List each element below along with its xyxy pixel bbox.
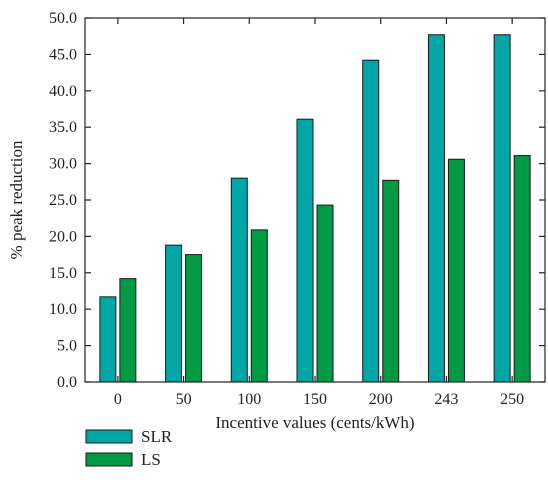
bar-slr-250 [493, 34, 511, 383]
y-tick-label: 45.0 [49, 46, 77, 63]
y-tick-label: 40.0 [49, 83, 77, 100]
bar-ls-100 [250, 229, 268, 383]
legend-label-ls: LS [141, 450, 161, 469]
x-tick-label: 243 [434, 391, 458, 408]
bar-slr-243 [427, 34, 445, 383]
y-tick-label: 20.0 [49, 228, 77, 245]
bar-slr-0 [99, 296, 117, 383]
x-axis: 0 50 100 150 200 243 250 [114, 18, 524, 408]
bar-ls-200 [382, 179, 400, 383]
bar-slr-150 [296, 118, 314, 383]
y-tick-label: 30.0 [49, 156, 77, 173]
y-tick-label: 35.0 [49, 119, 77, 136]
y-tick-label: 25.0 [49, 192, 77, 209]
y-tick-label: 10.0 [49, 301, 77, 318]
legend-swatch-slr [85, 429, 133, 444]
y-tick-label: 50.0 [49, 10, 77, 27]
bar-ls-243 [447, 158, 465, 383]
x-tick-label: 250 [500, 391, 524, 408]
y-axis: 0.0 5.0 10.0 15.0 20.0 25.0 30.0 35.0 40.0 45.0 50… [49, 10, 545, 391]
bar-ls-250 [513, 155, 531, 383]
bars-group [99, 34, 531, 383]
legend: SLR LS [85, 427, 173, 469]
x-tick-label: 0 [114, 391, 122, 408]
y-tick-label: 0.0 [57, 374, 77, 391]
x-axis-label: Incentive values (cents/kWh) [215, 413, 414, 432]
bar-slr-50 [165, 244, 183, 383]
x-tick-label: 100 [237, 391, 261, 408]
x-tick-label: 50 [176, 391, 192, 408]
y-tick-label: 15.0 [49, 265, 77, 282]
bar-slr-100 [230, 177, 248, 383]
x-tick-label: 200 [369, 391, 393, 408]
legend-label-slr: SLR [141, 427, 173, 446]
plot-frame [84, 17, 546, 383]
bar-ls-0 [119, 278, 137, 383]
y-axis-label: % peak reduction [7, 140, 26, 259]
bar-slr-200 [362, 59, 380, 383]
legend-swatch-ls [85, 452, 133, 467]
bar-ls-50 [185, 254, 203, 383]
x-tick-label: 150 [303, 391, 327, 408]
bar-ls-150 [316, 204, 334, 383]
y-tick-label: 5.0 [57, 338, 77, 355]
